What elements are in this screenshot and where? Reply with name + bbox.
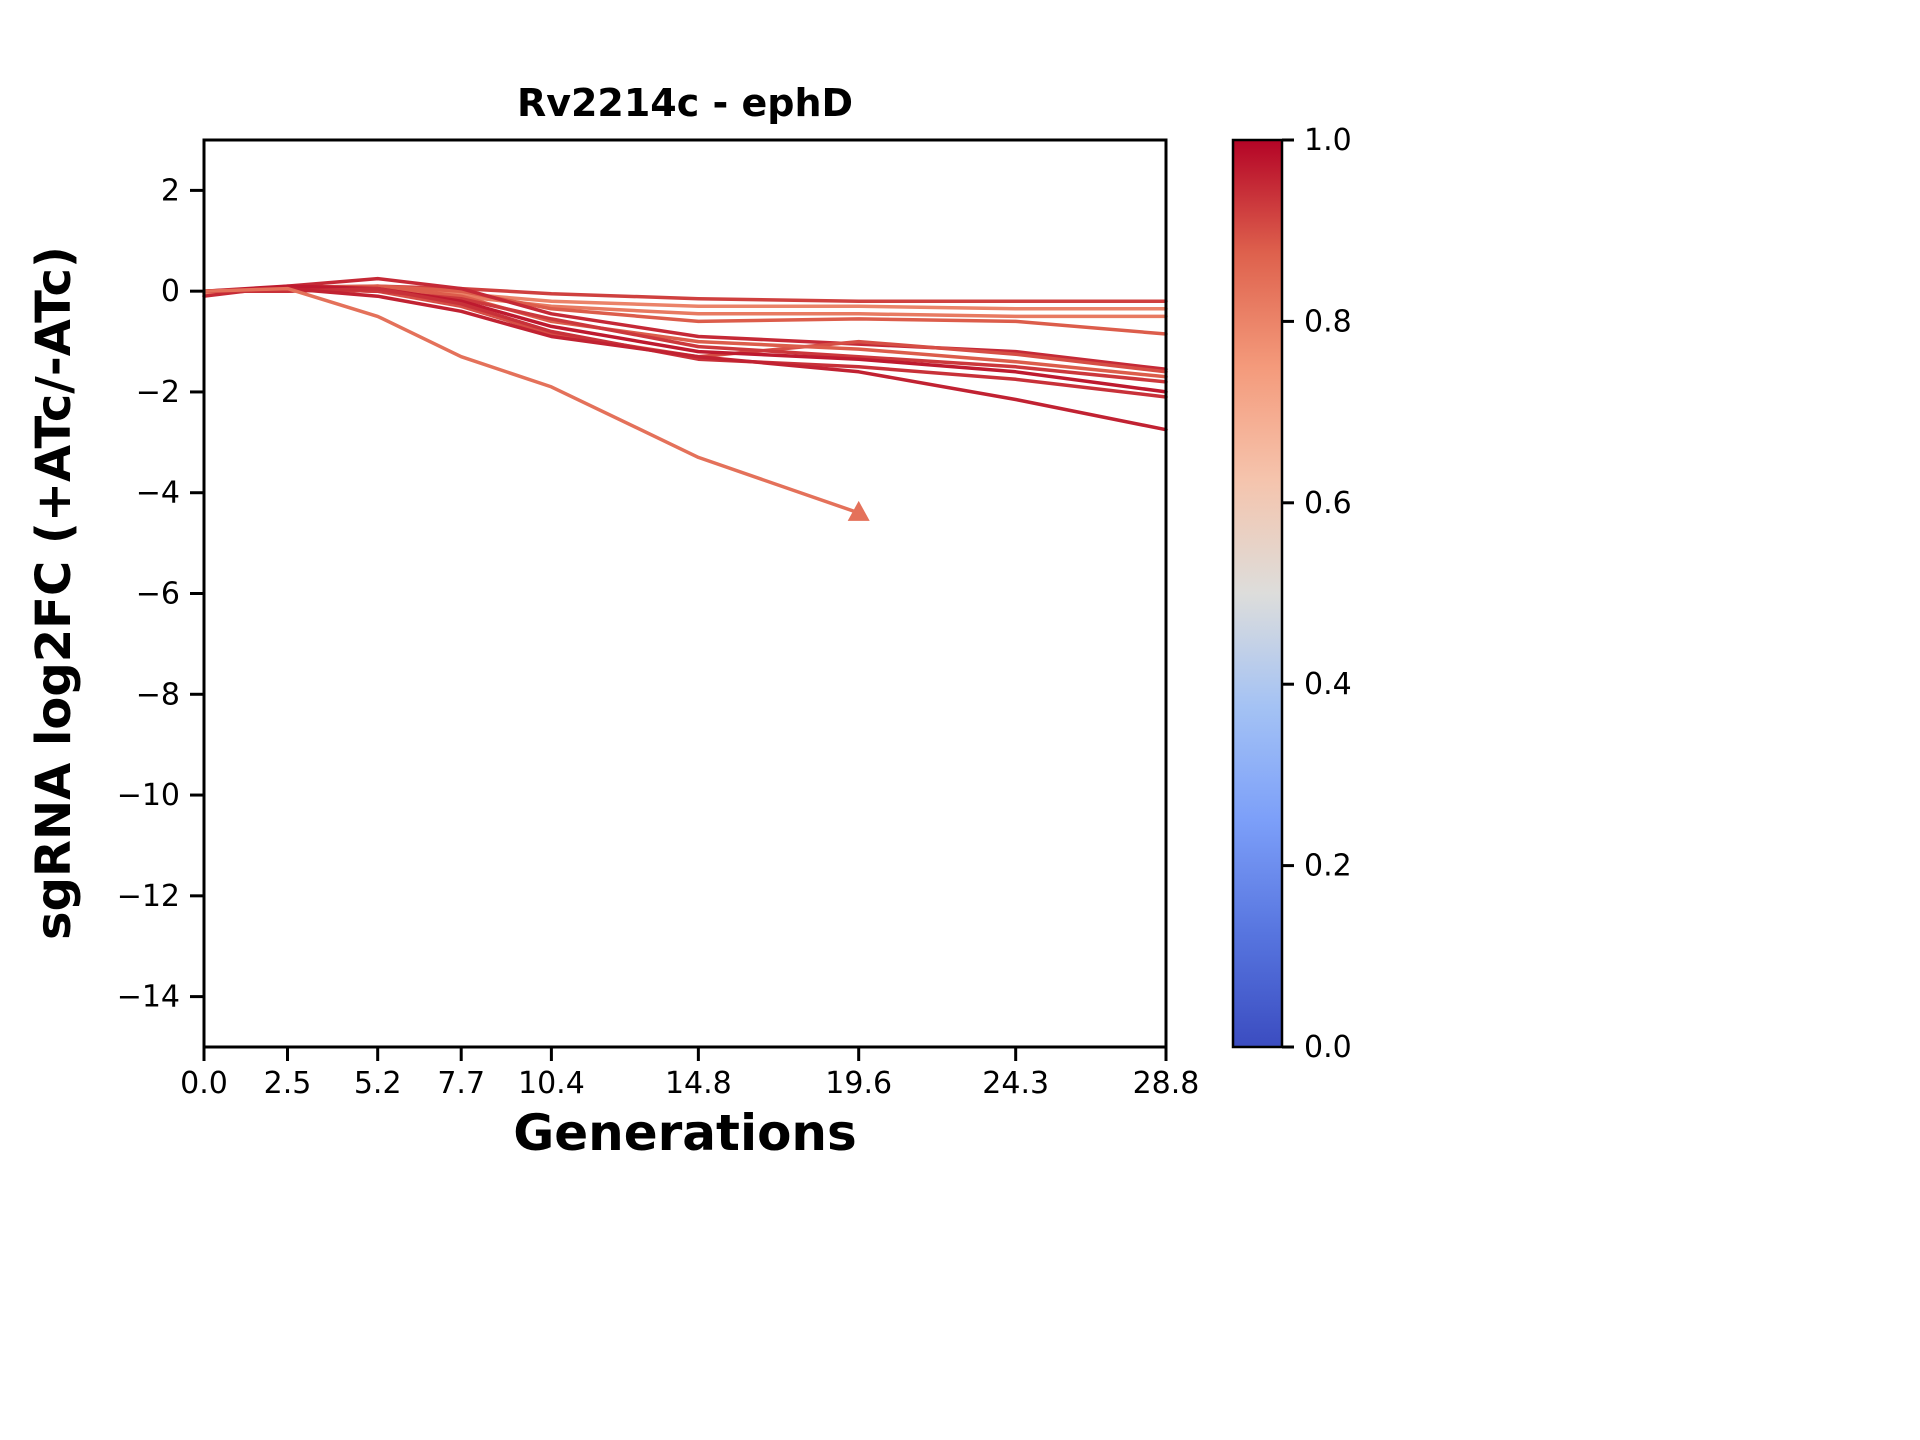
y-tick-label: −12 <box>117 879 180 914</box>
y-tick-label: −8 <box>136 677 180 712</box>
colorbar-tick-label: 0.4 <box>1304 667 1352 702</box>
colorbar-tick-label: 0.8 <box>1304 304 1352 339</box>
colorbar-gradient <box>1231 138 1284 1049</box>
chart-title: Rv2214c - ephD <box>517 81 853 125</box>
x-tick-label: 14.8 <box>665 1066 732 1101</box>
y-tick-label: −4 <box>136 476 180 511</box>
x-tick-label: 5.2 <box>354 1066 402 1101</box>
series-line <box>202 286 861 515</box>
plot-area: 0.0 2.5 5.2 7.7 10.4 14.8 19.6 24.3 28.8 2 0 −2 −4 −6… <box>117 138 1200 1101</box>
y-tick-label: −2 <box>136 375 180 410</box>
y-tick-label: −10 <box>117 778 180 813</box>
x-tick-label: 19.6 <box>825 1066 892 1101</box>
x-tick-label: 0.0 <box>180 1066 228 1101</box>
x-tick-label: 2.5 <box>264 1066 312 1101</box>
y-axis-label: sgRNA log2FC (+ATc/-ATc) <box>26 246 82 940</box>
y-tick-label: 2 <box>161 173 180 208</box>
series-line <box>202 286 1168 432</box>
colorbar-tick-label: 0.2 <box>1304 849 1352 884</box>
y-tick-label: −14 <box>117 980 180 1015</box>
colorbar: 1.0 0.8 0.6 0.4 0.2 0.0 <box>1231 123 1352 1065</box>
x-tick-label: 24.3 <box>982 1066 1049 1101</box>
x-tick-label: 10.4 <box>518 1066 585 1101</box>
x-tick-label: 7.7 <box>437 1066 485 1101</box>
x-axis-label: Generations <box>513 1104 857 1162</box>
plot-frame <box>202 138 1168 1049</box>
series-line <box>202 284 1168 394</box>
series-end-marker-triangle <box>847 500 870 521</box>
colorbar-tick-label: 1.0 <box>1304 123 1352 158</box>
x-tick-label: 28.8 <box>1133 1066 1200 1101</box>
colorbar-tick-label: 0.0 <box>1304 1030 1352 1065</box>
colorbar-tick-label: 0.6 <box>1304 486 1352 521</box>
y-tick-label: 0 <box>161 274 180 309</box>
y-tick-label: −6 <box>136 577 180 612</box>
